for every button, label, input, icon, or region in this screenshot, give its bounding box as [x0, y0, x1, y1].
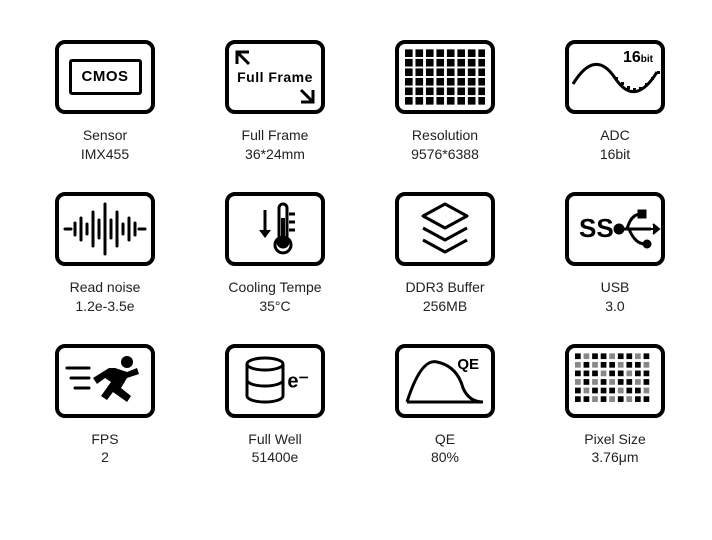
- usb-icon: SS: [565, 192, 665, 266]
- label-text: Resolution: [412, 127, 478, 143]
- qe-curve-icon: QE: [395, 344, 495, 418]
- noise-icon: [55, 192, 155, 266]
- resolution-icon: [395, 40, 495, 114]
- spec-label: Full Frame 36*24mm: [242, 126, 309, 164]
- label-text: Cooling Tempe: [228, 279, 321, 295]
- label-text: ADC: [600, 127, 630, 143]
- spec-pixelsize: Pixel Size 3.76μm: [540, 344, 690, 468]
- value-text: 80%: [431, 449, 459, 465]
- value-text: 3.0: [605, 298, 624, 314]
- value-text: IMX455: [81, 146, 129, 162]
- cmos-text: CMOS: [82, 68, 129, 85]
- spec-label: Sensor IMX455: [81, 126, 129, 164]
- label-text: USB: [601, 279, 630, 295]
- spec-label: Pixel Size 3.76μm: [584, 430, 645, 468]
- spec-label: Read noise 1.2e-3.5e: [70, 278, 141, 316]
- spec-label: DDR3 Buffer 256MB: [405, 278, 484, 316]
- label-text: Pixel Size: [584, 431, 645, 447]
- value-text: 51400e: [252, 449, 299, 465]
- spec-fullframe: Full Frame Full Frame 36*24mm: [200, 40, 350, 164]
- spec-adc: 16bit ADC 16bit: [540, 40, 690, 164]
- label-text: Full Well: [248, 431, 301, 447]
- spec-cooling: Cooling Tempe 35°C: [200, 192, 350, 316]
- spec-qe: QE QE 80%: [370, 344, 520, 468]
- spec-sensor: CMOS Sensor IMX455: [30, 40, 180, 164]
- adc-text: 16bit: [623, 49, 653, 67]
- value-text: 16bit: [600, 146, 630, 162]
- value-text: 9576*6388: [411, 146, 479, 162]
- value-text: 3.76μm: [592, 449, 639, 465]
- spec-noise: Read noise 1.2e-3.5e: [30, 192, 180, 316]
- label-text: FPS: [91, 431, 118, 447]
- spec-grid: CMOS Sensor IMX455 Full Frame Full Frame…: [30, 40, 682, 467]
- qe-text: QE: [457, 356, 479, 373]
- spec-resolution: Resolution 9576*6388: [370, 40, 520, 164]
- label-text: DDR3 Buffer: [405, 279, 484, 295]
- adc-icon: 16bit: [565, 40, 665, 114]
- spec-fps: FPS 2: [30, 344, 180, 468]
- spec-label: Resolution 9576*6388: [411, 126, 479, 164]
- value-text: 1.2e-3.5e: [75, 298, 134, 314]
- spec-label: Full Well 51400e: [248, 430, 301, 468]
- fullframe-icon: Full Frame: [225, 40, 325, 114]
- spec-label: USB 3.0: [601, 278, 630, 316]
- spec-label: ADC 16bit: [600, 126, 630, 164]
- spec-label: Cooling Tempe 35°C: [228, 278, 321, 316]
- spec-fullwell: e⁻ Full Well 51400e: [200, 344, 350, 468]
- value-text: 36*24mm: [245, 146, 305, 162]
- spec-label: FPS 2: [91, 430, 118, 468]
- spec-label: QE 80%: [431, 430, 459, 468]
- thermometer-icon: [225, 192, 325, 266]
- spec-buffer: DDR3 Buffer 256MB: [370, 192, 520, 316]
- label-text: Full Frame: [242, 127, 309, 143]
- value-text: 2: [101, 449, 109, 465]
- label-text: QE: [435, 431, 455, 447]
- label-text: Read noise: [70, 279, 141, 295]
- spec-usb: SS USB 3.0: [540, 192, 690, 316]
- pixelsize-icon: [565, 344, 665, 418]
- runner-icon: [55, 344, 155, 418]
- layers-icon: [395, 192, 495, 266]
- electron-text: e⁻: [287, 368, 309, 393]
- value-text: 35°C: [259, 298, 290, 314]
- database-icon: e⁻: [225, 344, 325, 418]
- fullframe-text: Full Frame: [237, 69, 313, 85]
- value-text: 256MB: [423, 298, 467, 314]
- label-text: Sensor: [83, 127, 127, 143]
- cmos-icon: CMOS: [55, 40, 155, 114]
